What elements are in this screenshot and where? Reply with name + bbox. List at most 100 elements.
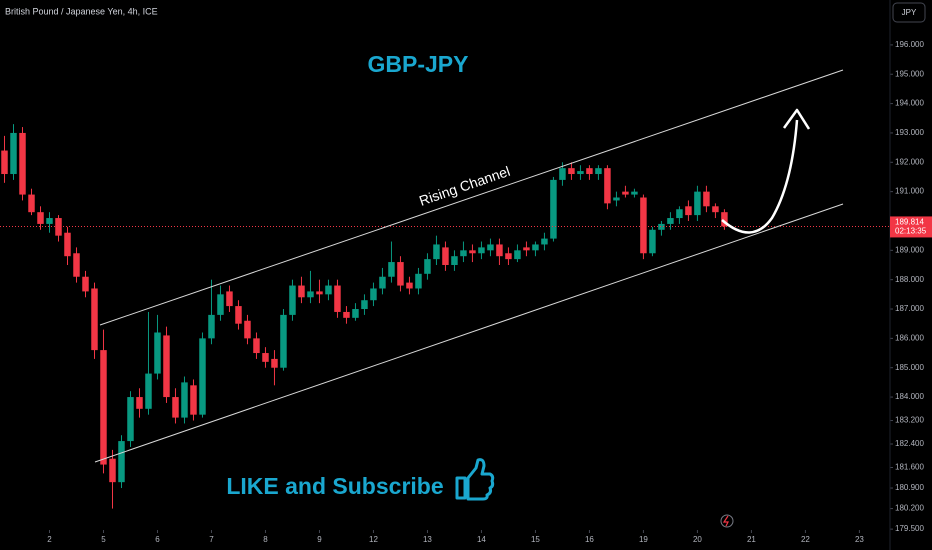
candle-body [667,218,674,224]
candle-body [307,291,314,298]
candle-body [469,250,476,254]
currency-button[interactable]: JPY [892,2,926,23]
plot [0,44,893,533]
candle-body [370,288,377,301]
candle-body [172,397,179,418]
candle-body [721,212,728,227]
candle-body [73,253,80,277]
candle-body [343,311,350,318]
candle-body [703,191,710,207]
candle-body [181,382,188,418]
candle-body [271,358,278,368]
y-tick-label: 196.000 [895,40,924,49]
candle-body [595,168,602,175]
candle-body [406,282,413,289]
candle-body [28,194,35,213]
y-tick-label: 184.000 [895,392,924,401]
candle-body [253,338,260,354]
replay-icon[interactable] [720,514,734,528]
candle-body [694,191,701,216]
countdown-label: 02:13:35 [895,227,927,236]
candle-body [478,247,485,254]
candle-body [109,458,116,483]
candle-body [262,353,269,362]
candle-body [298,285,305,298]
y-tick-label: 189.000 [895,245,924,254]
last-price-box [890,216,932,238]
y-tick-label: 179.500 [895,524,924,533]
candle-body [568,168,575,175]
candle-body [442,247,449,265]
candle-body [685,206,692,216]
candle-body [91,288,98,351]
candle-body [523,247,530,251]
candle-body [136,397,143,409]
candle-body [46,218,53,224]
candle-body [424,259,431,274]
y-tick-label: 185.000 [895,363,924,372]
candle-body [55,218,62,236]
candle-body [658,223,665,230]
candle-body [388,262,395,277]
y-tick-label: 186.000 [895,333,924,342]
candle-body [577,171,584,175]
candle-body [451,256,458,265]
y-tick-label: 180.200 [895,504,924,513]
y-tick-label: 181.600 [895,463,924,472]
candle-body [199,338,206,415]
candle-body [127,397,134,442]
arrow-head [782,108,811,130]
cta-text: LIKE and Subscribe [226,473,443,499]
thumbs-up-icon [455,458,495,501]
candle-body [82,276,89,292]
channel-upper [99,69,844,326]
y-tick-label: 192.000 [895,157,924,166]
candle-body [325,285,332,295]
candle-body [1,150,8,175]
candle-body [235,306,242,324]
currency-label[interactable]: JPY [902,8,917,17]
y-tick-label: 188.000 [895,275,924,284]
x-tick-label: 22 [801,535,810,544]
x-tick-label: 16 [585,535,594,544]
candle-body [676,209,683,219]
y-tick-label: 195.000 [895,69,924,78]
candle-body [712,206,719,213]
x-tick-label: 23 [855,535,864,544]
candle-body [316,291,323,295]
y-tick-label: 193.000 [895,128,924,137]
candle-body [10,132,17,175]
symbol-annotation: GBP-JPY [368,51,469,77]
x-tick-label: 2 [47,535,52,544]
candle-body [487,244,494,251]
candle-body [433,244,440,260]
candle-body [280,314,287,368]
candle-body [541,238,548,245]
y-tick-label: 187.000 [895,304,924,313]
candle-body [19,132,26,195]
x-tick-label: 6 [155,535,160,544]
candle-body [550,179,557,239]
candle-body [649,229,656,254]
candle-body [37,212,44,224]
candle-body [361,300,368,310]
y-tick-label: 194.000 [895,99,924,108]
candle-body [460,250,467,257]
candle-body [352,309,359,318]
x-tick-label: 9 [317,535,322,544]
candle-body [190,385,197,415]
candle-body [217,294,224,315]
candle-body [415,273,422,289]
y-tick-label: 183.200 [895,416,924,425]
x-tick-label: 19 [639,535,648,544]
candle-body [118,441,125,483]
candle-body [532,244,539,251]
candle-body [496,244,503,257]
candle-body [64,232,71,257]
candle-body [100,350,107,465]
x-tick-label: 5 [101,535,106,544]
candle-body [145,373,152,409]
candle-body [379,276,386,289]
